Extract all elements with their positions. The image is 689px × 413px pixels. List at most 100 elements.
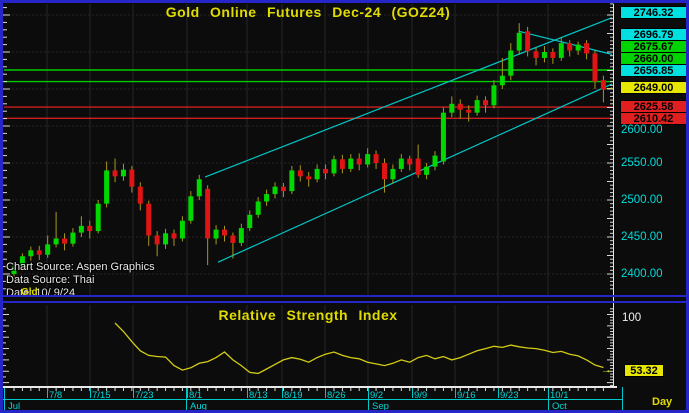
candle-body: [373, 154, 379, 163]
candle-body: [466, 109, 472, 113]
last-price-arrow-icon: →: [604, 81, 615, 93]
window-border-right: [686, 0, 689, 413]
candle-body: [255, 201, 261, 215]
candle-body: [440, 112, 446, 162]
channel-lower[interactable]: [217, 83, 613, 263]
chart-source-text: Chart Source: Aspen Graphics: [6, 261, 155, 273]
candle-body: [53, 238, 59, 245]
candle-body: [407, 158, 413, 165]
y-axis-label: 2550.00: [621, 157, 663, 169]
candle-body: [188, 196, 194, 221]
period-label[interactable]: Day: [652, 396, 673, 408]
candle-body: [205, 188, 211, 239]
candle-body: [415, 158, 421, 175]
candle-body: [550, 52, 556, 58]
candle-body: [146, 203, 152, 236]
month-label: Jul: [8, 401, 21, 412]
week-tick: [90, 388, 91, 398]
candle-body: [11, 266, 17, 274]
week-tick: [325, 388, 326, 398]
candle-body: [238, 228, 244, 243]
candle-body: [129, 169, 135, 187]
window-border-top: [0, 0, 689, 3]
candle-body: [600, 80, 606, 90]
axes-and-ticks: [0, 3, 617, 391]
candle-body: [449, 103, 455, 113]
candle-body: [331, 159, 337, 174]
week-label: 9/9: [414, 390, 428, 401]
candle-body: [558, 43, 564, 58]
candle-body: [474, 100, 480, 113]
week-label: 10/1: [550, 390, 569, 401]
y-axis-label: 2450.00: [621, 231, 663, 243]
y-axis-label: 2500.00: [621, 194, 663, 206]
x-axis-end-tick: [622, 387, 623, 411]
candle-body: [78, 225, 84, 233]
rsi-line: [114, 322, 604, 375]
candle-body: [45, 244, 51, 255]
window-border-left: [0, 0, 3, 413]
candle-body: [499, 75, 505, 86]
week-tick: [282, 388, 283, 398]
candle-body: [272, 186, 278, 195]
price-badge: 2610.42: [620, 111, 687, 125]
candle-body: [339, 159, 345, 169]
channel-upper[interactable]: [204, 17, 613, 178]
week-label: 9/16: [457, 390, 476, 401]
candle-body: [230, 235, 236, 243]
week-label: 8/26: [327, 390, 346, 401]
rsi-value-arrow-icon: →: [601, 364, 612, 376]
candle-body: [491, 85, 497, 106]
week-label: 9/23: [500, 390, 519, 401]
week-label: 9/2: [370, 390, 384, 401]
y-axis-label: 2600.00: [621, 124, 663, 136]
week-tick: [455, 388, 456, 398]
window-border-bottom: [0, 410, 689, 413]
candle-body: [575, 44, 581, 51]
main-chart-area[interactable]: [4, 4, 614, 295]
candle-body: [398, 158, 404, 169]
month-label: Oct: [552, 401, 567, 412]
week-label: 7/23: [135, 390, 154, 401]
candle-body: [567, 43, 573, 51]
candle-body: [323, 168, 329, 174]
week-tick: [133, 388, 134, 398]
candle-body: [95, 203, 101, 232]
candlesticks: [11, 23, 606, 280]
candle-body: [19, 256, 25, 267]
candle-body: [213, 229, 219, 239]
candle-body: [104, 170, 110, 204]
candle-body: [541, 52, 547, 58]
week-tick: [498, 388, 499, 398]
candle-body: [87, 225, 93, 232]
data-source-text: Data Source: Thai: [6, 274, 95, 286]
week-label: 8/13: [249, 390, 268, 401]
candle-body: [120, 169, 126, 177]
candle-body: [483, 100, 489, 106]
candle-body: [592, 53, 598, 82]
candle-body: [137, 186, 143, 204]
symbol-overlay-label: Gld: [21, 287, 38, 298]
descending-resistance[interactable]: [518, 30, 613, 55]
candle-body: [171, 233, 177, 239]
candle-body: [306, 176, 312, 180]
candle-body: [432, 155, 438, 167]
price-badge: 2696.79: [620, 27, 687, 41]
candle-body: [154, 235, 160, 245]
panel-divider-bottom[interactable]: [0, 301, 689, 303]
candle-body: [533, 51, 539, 58]
candle-body: [163, 233, 169, 245]
main-chart-title: Gold Online Futures Dec-24 (GOZ24): [165, 4, 451, 20]
candle-body: [348, 158, 354, 169]
week-tick: [247, 388, 248, 398]
candle-body: [457, 103, 463, 110]
candle-body: [196, 179, 202, 197]
price-badge: 2649.00: [620, 80, 687, 94]
candle-body: [289, 170, 295, 192]
rsi-current-value-badge: 53.32: [624, 364, 664, 377]
candle-body: [36, 250, 42, 255]
panel-divider-top: [0, 295, 689, 297]
candle-body: [525, 31, 531, 52]
trend-channel-lines[interactable]: [204, 17, 613, 263]
